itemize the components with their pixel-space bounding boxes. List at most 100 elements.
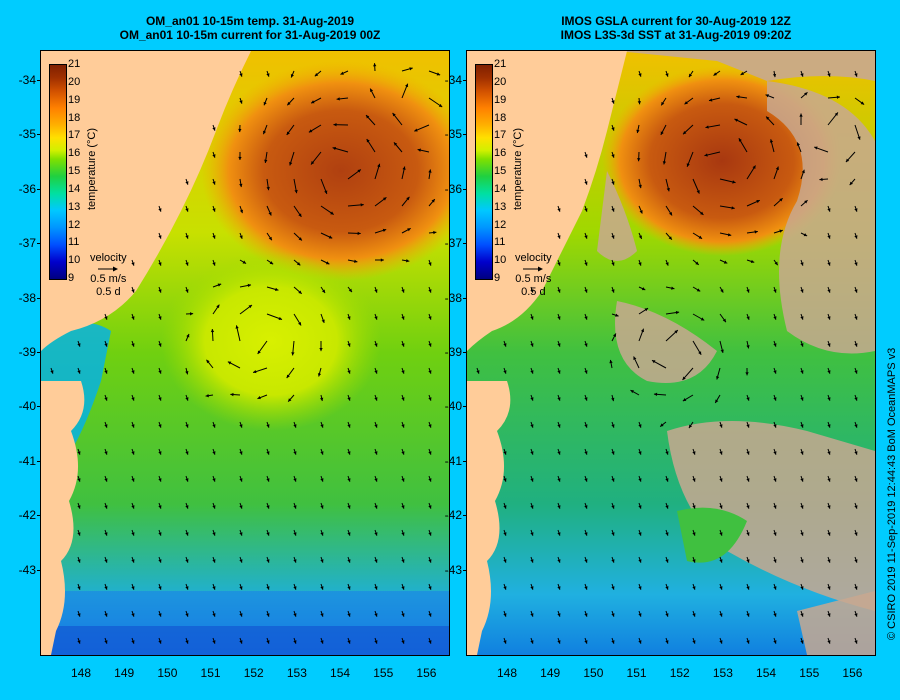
lat-tick-label: -34 [444, 72, 468, 87]
current-arrowhead [773, 613, 777, 617]
current-arrowhead [238, 156, 242, 161]
current-arrowhead [722, 318, 726, 323]
current-arrowhead [428, 262, 432, 266]
current-arrowhead [557, 451, 561, 455]
current-arrowhead [584, 532, 588, 536]
lon-tick-label: 155 [373, 666, 394, 680]
current-arrowhead [428, 343, 432, 347]
current-arrowhead [746, 397, 750, 401]
current-arrowhead [266, 424, 270, 428]
current-arrowhead [800, 397, 804, 401]
lat-tick-label: -39 [18, 345, 42, 359]
lon-tick-label: 148 [71, 666, 92, 680]
right-title-line1: IMOS GSLA current for 30-Aug-2019 12Z [561, 14, 791, 28]
current-arrowhead [584, 451, 588, 455]
current-arrowhead [216, 304, 220, 309]
colorbar-tick-label: 15 [68, 165, 81, 177]
current-arrowhead [289, 162, 293, 166]
current-arrowhead [266, 451, 270, 455]
current-arrowhead [746, 559, 750, 563]
land-tasmania [467, 381, 511, 655]
current-arrowhead [185, 235, 189, 239]
current-arrowhead [428, 169, 432, 173]
current-arrowhead [692, 586, 696, 590]
current-arrowhead [158, 289, 162, 293]
current-arrowhead [665, 640, 669, 644]
current-arrowhead [854, 289, 858, 293]
current-arrowhead [380, 258, 384, 262]
lon-tick-label: 152 [243, 666, 264, 680]
left-map [40, 50, 450, 656]
current-arrowhead [738, 138, 742, 142]
current-arrowhead [314, 72, 319, 77]
current-arrowhead [800, 613, 804, 617]
current-arrowhead [503, 505, 507, 509]
current-arrowhead [773, 343, 777, 347]
current-arrowhead [382, 197, 387, 201]
current-arrowhead [774, 261, 778, 266]
colorbar-tick-label: 12 [494, 218, 507, 231]
current-arrowhead [336, 97, 340, 101]
current-arrowhead [530, 532, 534, 536]
current-arrowhead [530, 397, 534, 401]
current-arrowhead [705, 125, 709, 129]
current-arrowhead [688, 73, 693, 78]
colorbar-tick-label: 21 [68, 58, 81, 70]
current-arrowhead [611, 424, 615, 428]
current-arrowhead [799, 113, 803, 117]
colorbar-tick-label: 17 [68, 129, 81, 142]
current-arrowhead [354, 259, 358, 263]
lon-tick-label: 150 [583, 666, 604, 680]
current-arrowhead [77, 640, 81, 644]
current-arrowhead [328, 235, 333, 239]
left-title-line1: OM_an01 10-15m temp. 31-Aug-2019 [145, 14, 355, 28]
current-arrowhead [719, 613, 723, 617]
current-arrowhead [584, 424, 588, 428]
current-arrowhead [665, 262, 669, 266]
lat-tick-label: -38 [444, 290, 468, 305]
current-arrowhead [745, 372, 749, 376]
current-arrowhead [746, 640, 750, 644]
lon-tick-label: 150 [157, 666, 178, 680]
current-arrowhead [804, 92, 808, 96]
current-arrowhead [530, 478, 534, 482]
current-arrowhead [320, 397, 324, 401]
legend-title: velocity [515, 252, 552, 264]
left-panel-title: OM_an01 10-15m temp. 31-Aug-2019 OM_an01… [40, 14, 460, 42]
current-arrowhead [131, 532, 135, 536]
current-arrowhead [609, 359, 613, 364]
current-arrowhead [212, 640, 216, 644]
current-arrowhead [374, 397, 378, 401]
current-arrowhead [401, 316, 405, 320]
current-arrowhead [239, 73, 243, 77]
current-arrowhead [696, 288, 701, 292]
current-arrowhead [286, 374, 290, 379]
current-arrowhead [347, 613, 351, 617]
current-arrowhead [158, 586, 162, 590]
current-arrowhead [212, 586, 216, 590]
current-arrowhead [773, 397, 777, 401]
current-arrowhead [800, 532, 804, 536]
current-arrowhead [293, 478, 297, 482]
current-arrowhead [77, 370, 81, 374]
current-arrowhead [746, 316, 750, 320]
current-arrowhead [836, 95, 840, 99]
current-arrowhead [401, 640, 405, 644]
current-arrowhead [298, 237, 302, 241]
current-arrowhead [557, 316, 561, 320]
current-arrowhead [503, 586, 507, 590]
current-arrowhead [674, 330, 678, 334]
current-arrowhead [104, 640, 108, 644]
current-arrowhead [611, 478, 615, 482]
lon-tick-label: 154 [330, 666, 351, 680]
current-arrowhead [158, 235, 162, 239]
current-arrowhead [530, 343, 534, 347]
colorbar-tick-label: 18 [68, 111, 81, 124]
current-arrowhead [854, 208, 858, 212]
current-arrowhead [320, 478, 324, 482]
current-arrowhead [131, 424, 135, 428]
current-arrowhead [242, 260, 247, 264]
current-arrowhead [77, 343, 81, 347]
lat-tick-label: -43 [444, 562, 468, 577]
current-arrowhead [769, 139, 774, 143]
